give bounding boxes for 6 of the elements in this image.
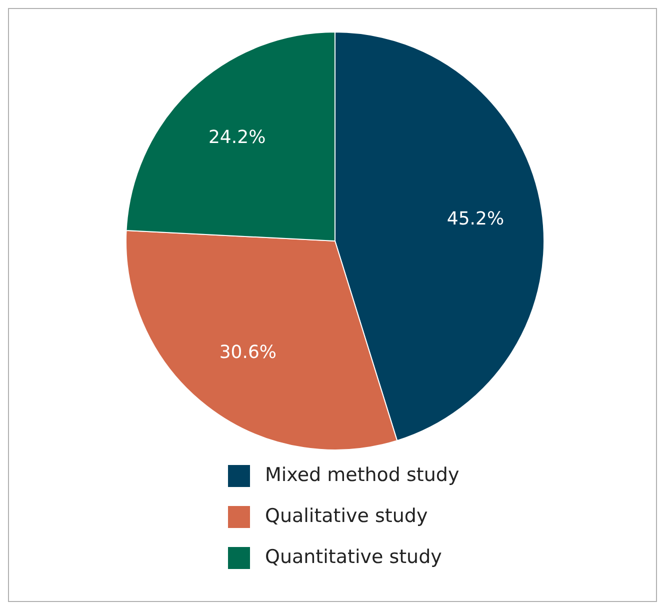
data-label: 30.6% [219, 342, 276, 364]
legend-label: Quantitative study [265, 546, 442, 568]
data-label: 24.2% [208, 126, 266, 148]
legend-label: Mixed method study [265, 464, 460, 486]
legend-label: Qualitative study [265, 505, 428, 528]
data-label: 45.2% [446, 208, 504, 230]
